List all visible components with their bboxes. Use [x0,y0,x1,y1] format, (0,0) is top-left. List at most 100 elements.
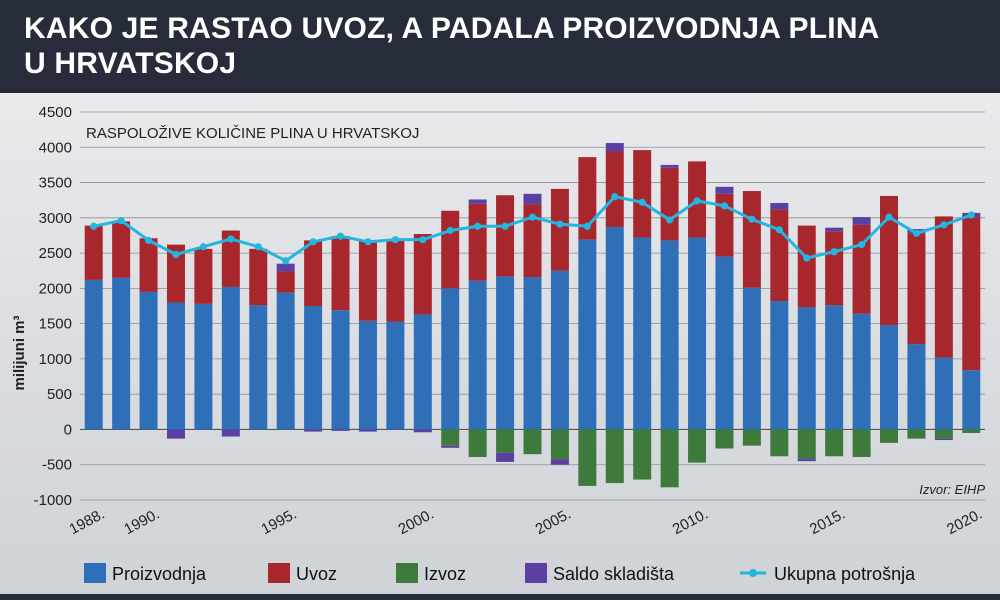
bottom-stripe [0,594,1000,600]
legend-marker-ukupna-potro-nja [749,569,757,577]
bar-saldo-skladi-ta-2004 [523,193,542,205]
bar-proizvodnja-2013 [770,301,789,430]
bar-uvoz-2007 [605,151,624,227]
bar-proizvodnja-2006 [578,239,597,430]
line-point-1989 [117,217,125,225]
y-tick-label: 1500 [39,316,72,333]
line-point-2005 [556,220,564,228]
page-title-line-1: KAKO JE RASTAO UVOZ, A PADALA PROIZVODNJ… [24,12,880,45]
y-tick-label: 500 [47,386,72,403]
bar-proizvodnja-1991 [166,302,185,430]
line-point-2017 [885,213,893,221]
line-point-2016 [857,241,866,249]
y-axis-label: milijuni m³ [11,315,28,390]
y-tick-labels: 4500 4000 3500 3000 2500 2000 1500 1000 500 0 -500… [34,104,72,509]
bar-proizvodnja-2007 [605,226,624,430]
bar-izvoz-2015 [825,429,844,457]
y-tick-label: 4500 [39,104,72,121]
y-tick-label: 2000 [39,280,72,297]
line-point-1991 [172,250,180,259]
bar-proizvodnja-2008 [633,237,652,430]
bar-uvoz-2004 [523,204,542,278]
bar-uvoz-2000 [413,234,432,315]
line-point-2003 [501,222,509,230]
bar-proizvodnja-2004 [523,277,542,430]
bar-izvoz-2020 [962,429,981,433]
bar-izvoz-2005 [550,429,569,460]
y-tick-label: 3000 [39,210,72,227]
bar-proizvodnja-1993 [221,286,240,430]
bar-saldo-skladi-ta-2001 [441,445,460,448]
x-tick-label: 2020. [944,506,985,539]
line-point-1994 [254,243,262,251]
x-tick-label: 2000. [396,506,437,539]
x-tick-label: 2015. [807,506,848,539]
bar-proizvodnja-1989 [112,277,131,430]
bar-saldo-skladi-ta-2011 [715,186,734,194]
x-tick-labels: 1988. 1990. 1995. 2000. 2005. 2010. 2015. 2020. [66,506,985,539]
line-point-2000 [419,236,427,244]
bar-izvoz-2012 [742,429,761,446]
line-point-2010 [693,197,701,205]
bar-saldo-skladi-ta-1996 [304,429,323,432]
legend-label-izvoz: Izvoz [424,564,466,584]
bar-proizvodnja-2002 [468,280,487,430]
bar-uvoz-2009 [660,167,679,241]
line-point-1993 [227,235,235,243]
bar-proizvodnja-2011 [715,256,734,430]
bar-uvoz-1999 [386,238,405,322]
bar-uvoz-1994 [249,248,268,306]
bar-proizvodnja-2015 [825,305,844,430]
bar-izvoz-2002 [468,429,487,457]
bar-proizvodnja-1992 [194,303,213,430]
bar-izvoz-2007 [605,429,624,484]
line-point-2002 [474,222,482,230]
legend-swatch-saldo-skladi-ta [525,563,547,583]
bar-proizvodnja-2012 [742,287,761,430]
bar-uvoz-2003 [496,195,515,277]
bar-saldo-skladi-ta-2013 [770,203,789,210]
legend: Proizvodnja Uvoz Izvoz Saldo skladišta Ukupn… [84,563,916,584]
bar-uvoz-2001 [441,210,460,289]
legend-swatch-izvoz [396,563,418,583]
y-tick-label: -1000 [34,492,72,509]
bar-uvoz-2018 [907,233,926,345]
line-point-2018 [912,229,921,237]
legend-label-proizvodnja: Proizvodnja [112,564,207,584]
bar-proizvodnja-2001 [441,288,460,430]
bar-uvoz-2012 [742,191,761,288]
title-bar: KAKO JE RASTAO UVOZ, A PADALA PROIZVODNJ… [0,0,1000,93]
bar-saldo-skladi-ta-2019 [934,438,953,441]
bar-proizvodnja-1997 [331,310,350,430]
line-point-1988 [90,222,98,230]
bar-proizvodnja-2016 [852,313,871,430]
legend-label-ukupna-potro-nja: Ukupna potrošnja [774,564,916,584]
bar-proizvodnja-1996 [304,306,323,430]
line-point-1998 [364,238,372,246]
x-tick-label: 1988. [66,506,107,539]
bar-saldo-skladi-ta-2014 [797,459,816,462]
chart-canvas: 4500 4000 3500 3000 2500 2000 1500 1000 500 0 -500… [11,104,985,584]
bar-uvoz-1988 [84,225,103,280]
bar-saldo-skladi-ta-2000 [413,429,432,433]
bar-saldo-skladi-ta-2002 [468,199,487,204]
line-point-1997 [336,232,345,240]
line-point-2020 [967,211,975,219]
bar-uvoz-2014 [797,225,816,308]
y-tick-label: 1000 [39,351,72,368]
page-title-line-2: U HRVATSKOJ [24,47,237,80]
y-tick-label: 2500 [39,245,72,262]
bar-uvoz-2002 [468,203,487,281]
bar-izvoz-2001 [441,429,460,446]
bar-proizvodnja-2019 [934,357,953,430]
bar-uvoz-2019 [934,216,953,358]
bar-uvoz-1998 [358,240,377,321]
bar-proizvodnja-1990 [139,291,158,430]
bar-uvoz-1996 [304,240,323,306]
line-layer [90,193,975,265]
bar-uvoz-1992 [194,248,213,304]
line-point-2014 [803,254,811,262]
line-point-1995 [282,257,290,265]
legend-swatch-uvoz [268,563,290,583]
bar-saldo-skladi-ta-2015 [825,227,844,232]
